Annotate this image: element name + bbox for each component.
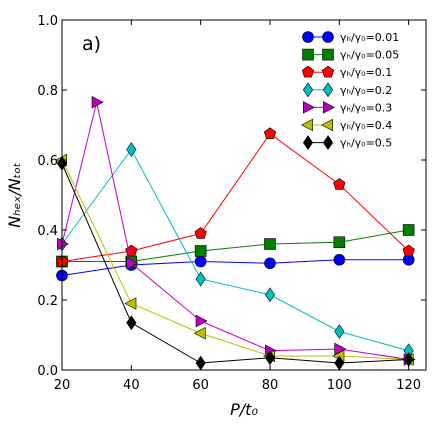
legend-item-6: γₕ/γ₀=0.4 (301, 118, 392, 132)
data-point-s6-1 (124, 297, 137, 310)
series-1 (56, 253, 415, 282)
data-point-s5-0 (57, 237, 69, 251)
series-line-6 (61, 159, 409, 360)
x-tick-label-60: 60 (192, 378, 209, 393)
data-point-s5-1 (91, 95, 104, 109)
x-tick-label-120: 120 (396, 378, 421, 393)
legend-marker-a-2 (302, 48, 314, 61)
panel-label: a) (82, 33, 101, 55)
y-tick-label-0-4: 0.4 (37, 224, 58, 239)
legend-label-6: γₕ/γ₀=0.4 (340, 119, 392, 132)
data-point-s1-2 (194, 255, 207, 268)
legend-label-7: γₕ/γ₀=0.5 (340, 137, 392, 150)
data-point-s5-3 (195, 314, 208, 328)
y-tick-label-1-0: 1.0 (37, 14, 58, 29)
legend-marker-b-4 (322, 82, 334, 98)
data-point-s3-3 (263, 127, 277, 139)
legend-item-5: γₕ/γ₀=0.3 (303, 101, 392, 114)
legend-label-5: γₕ/γ₀=0.3 (340, 101, 392, 114)
legend-item-4: γₕ/γ₀=0.2 (302, 82, 392, 98)
data-point-s7-3 (264, 350, 276, 366)
legend: γₕ/γ₀=0.01 γₕ/γ₀=0.05 γₕ/γ₀=0.1 γₕ/γ₀=0.2 γₕ… (301, 31, 399, 151)
data-point-s5-2 (126, 256, 139, 270)
y-tick-label-0-6: 0.6 (37, 154, 58, 169)
legend-item-3: γₕ/γ₀=0.1 (301, 65, 392, 79)
axis-layer: 20 40 60 80 100 120 0.0 0.2 0.4 0.6 0.8 1.0 (37, 14, 426, 393)
plot-frame (61, 19, 427, 371)
data-point-s2-3 (264, 238, 276, 250)
data-point-s4-3 (264, 287, 276, 303)
x-tick-label-40: 40 (123, 378, 140, 393)
legend-item-1: γₕ/γ₀=0.01 (302, 31, 399, 44)
legend-marker-a-1 (302, 31, 314, 43)
series-3 (55, 127, 415, 267)
data-point-s4-2 (195, 271, 206, 287)
series-line-4 (61, 148, 409, 352)
legend-marker-b-7 (322, 135, 334, 151)
series-line-1 (61, 259, 409, 276)
legend-marker-b-5 (323, 101, 335, 114)
x-tick-label-20: 20 (54, 378, 71, 393)
legend-marker-b-2 (322, 48, 334, 61)
series-layer (55, 95, 416, 371)
y-tick-label-0-8: 0.8 (37, 84, 58, 99)
legend-marker-a-6 (301, 118, 313, 132)
data-point-s1-3 (264, 257, 276, 270)
data-point-s5-5 (334, 342, 347, 356)
legend-marker-b-1 (322, 31, 334, 43)
x-tick-label-80: 80 (262, 378, 279, 393)
legend-label-1: γₕ/γ₀=0.01 (340, 31, 399, 44)
legend-marker-a-5 (303, 101, 315, 114)
legend-marker-a-3 (301, 65, 315, 78)
legend-marker-b-6 (321, 118, 333, 132)
x-tick-label-100: 100 (327, 378, 352, 393)
legend-label-3: γₕ/γ₀=0.1 (340, 66, 392, 79)
y-tick-label-0-0: 0.0 (37, 364, 58, 379)
series-line-3 (61, 133, 410, 262)
data-point-s7-1 (126, 315, 137, 331)
data-point-s3-4 (333, 178, 346, 190)
series-line-7 (61, 163, 409, 364)
series-7 (56, 156, 414, 371)
series-4 (56, 142, 414, 359)
y-axis-label: Nₕₑₓ/Nₜₒₜ (5, 162, 24, 228)
legend-marker-a-7 (302, 135, 314, 151)
legend-marker-a-4 (302, 82, 314, 98)
data-point-s4-1 (126, 142, 137, 157)
series-line-2 (62, 229, 409, 262)
data-point-s2-4 (333, 236, 346, 249)
legend-marker-b-3 (321, 65, 335, 78)
data-point-s3-5 (402, 244, 415, 257)
data-point-s2-2 (194, 245, 207, 257)
data-point-s6-2 (193, 326, 206, 340)
legend-label-2: γₕ/γ₀=0.05 (340, 49, 399, 62)
data-point-s2-5 (402, 224, 415, 236)
x-axis-label: P/t₀ (230, 400, 258, 419)
legend-item-2: γₕ/γ₀=0.05 (302, 48, 399, 62)
data-point-s3-2 (194, 227, 207, 239)
data-point-s1-4 (333, 253, 346, 266)
legend-label-4: γₕ/γ₀=0.2 (340, 84, 392, 97)
data-point-s4-4 (334, 324, 345, 339)
legend-item-7: γₕ/γ₀=0.5 (302, 135, 392, 151)
y-tick-label-0-2: 0.2 (37, 294, 58, 309)
